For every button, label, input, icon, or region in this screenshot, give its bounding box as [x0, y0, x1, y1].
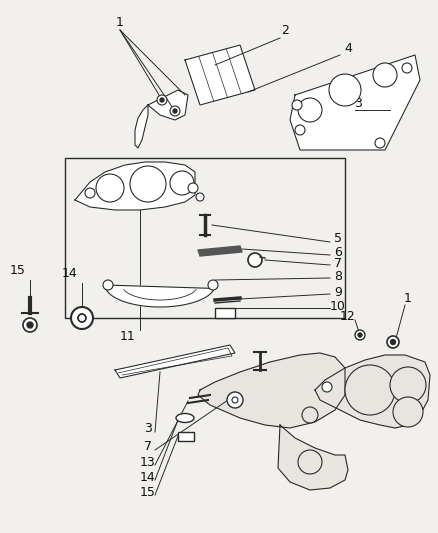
Circle shape — [321, 382, 331, 392]
Text: 15: 15 — [10, 263, 26, 277]
Circle shape — [294, 125, 304, 135]
Circle shape — [297, 450, 321, 474]
Circle shape — [372, 63, 396, 87]
Polygon shape — [184, 45, 254, 105]
Circle shape — [27, 322, 33, 328]
Bar — [215, 308, 234, 318]
Text: 1: 1 — [403, 292, 411, 304]
Circle shape — [157, 95, 166, 105]
Text: 3: 3 — [144, 422, 152, 434]
Text: 14: 14 — [140, 472, 155, 484]
Polygon shape — [135, 105, 148, 148]
Circle shape — [170, 106, 180, 116]
Text: 6: 6 — [333, 246, 341, 259]
Circle shape — [23, 318, 37, 332]
Text: 7: 7 — [144, 440, 152, 454]
Text: 13: 13 — [140, 456, 155, 470]
Circle shape — [173, 109, 177, 113]
Circle shape — [344, 365, 394, 415]
Circle shape — [297, 98, 321, 122]
Polygon shape — [148, 90, 187, 120]
Text: 15: 15 — [140, 487, 155, 499]
Circle shape — [247, 253, 261, 267]
Ellipse shape — [176, 414, 194, 423]
Circle shape — [392, 397, 422, 427]
Polygon shape — [115, 345, 234, 378]
Circle shape — [390, 340, 395, 344]
Circle shape — [401, 63, 411, 73]
Text: 5: 5 — [333, 231, 341, 245]
Text: 1: 1 — [116, 15, 124, 28]
Circle shape — [208, 280, 218, 290]
Text: 3: 3 — [353, 96, 361, 109]
Polygon shape — [198, 353, 344, 428]
Circle shape — [78, 314, 86, 322]
Circle shape — [187, 183, 198, 193]
Circle shape — [96, 174, 124, 202]
Text: 2: 2 — [280, 23, 288, 36]
Circle shape — [291, 100, 301, 110]
Circle shape — [71, 307, 93, 329]
Circle shape — [328, 74, 360, 106]
Polygon shape — [198, 246, 241, 256]
Bar — [65, 158, 344, 318]
Circle shape — [357, 333, 361, 337]
Text: 11: 11 — [120, 330, 136, 343]
Text: 7: 7 — [333, 256, 341, 270]
Bar — [177, 432, 194, 441]
Text: 9: 9 — [333, 286, 341, 298]
Circle shape — [170, 171, 194, 195]
Circle shape — [301, 407, 317, 423]
Circle shape — [130, 166, 166, 202]
Polygon shape — [290, 55, 419, 150]
Polygon shape — [314, 355, 429, 428]
Circle shape — [354, 330, 364, 340]
Text: 14: 14 — [62, 266, 78, 279]
Circle shape — [374, 138, 384, 148]
Circle shape — [103, 280, 113, 290]
Text: 12: 12 — [339, 311, 355, 324]
Circle shape — [85, 188, 95, 198]
Circle shape — [159, 98, 164, 102]
Circle shape — [389, 367, 425, 403]
Polygon shape — [75, 162, 194, 210]
Polygon shape — [277, 425, 347, 490]
Circle shape — [226, 392, 243, 408]
Text: 8: 8 — [333, 270, 341, 282]
Polygon shape — [105, 285, 214, 307]
Circle shape — [386, 336, 398, 348]
Text: 4: 4 — [343, 42, 351, 54]
Text: 10: 10 — [329, 300, 345, 312]
Circle shape — [195, 193, 204, 201]
